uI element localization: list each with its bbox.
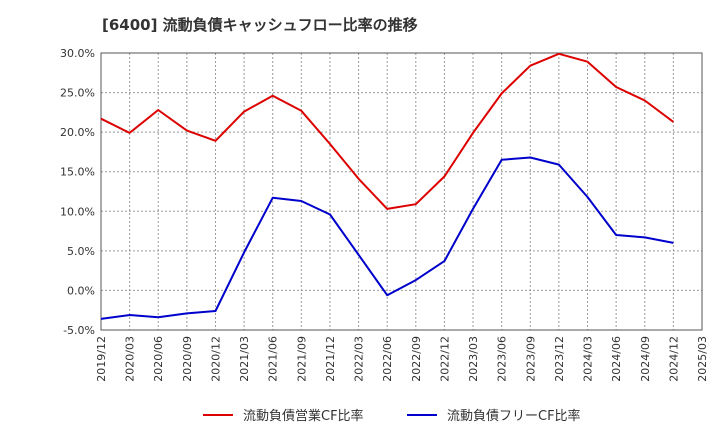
x-tick-label: 2023/03 xyxy=(467,336,480,382)
x-tick-label: 2021/09 xyxy=(295,336,308,382)
x-tick-label: 2024/03 xyxy=(582,336,595,382)
x-tick-label: 2021/12 xyxy=(324,336,337,382)
plot-area xyxy=(101,53,702,330)
y-tick-label: 5.0% xyxy=(67,245,95,258)
chart-title: [6400] 流動負債キャッシュフロー比率の推移 xyxy=(102,16,418,34)
x-tick-label: 2021/03 xyxy=(238,336,251,382)
y-tick-label: 0.0% xyxy=(67,284,95,297)
x-tick-label: 2022/03 xyxy=(353,336,366,382)
x-tick-label: 2024/06 xyxy=(610,336,623,382)
x-tick-label: 2023/12 xyxy=(553,336,566,382)
series-line-1 xyxy=(100,52,674,210)
x-tick-label: 2019/12 xyxy=(95,336,108,382)
y-tick-label: 10.0% xyxy=(60,205,95,218)
y-tick-label: -5.0% xyxy=(63,324,95,337)
legend-label-2: 流動負債フリーCF比率 xyxy=(447,408,581,424)
x-tick-label: 2020/09 xyxy=(181,336,194,382)
x-tick-label: 2024/12 xyxy=(667,336,680,382)
x-tick-label: 2020/12 xyxy=(209,336,222,382)
x-tick-label: 2020/06 xyxy=(152,336,165,382)
series-line-2 xyxy=(100,156,674,320)
y-tick-label: 30.0% xyxy=(60,47,95,60)
x-tick-label: 2023/09 xyxy=(524,336,537,382)
y-tick-label: 25.0% xyxy=(60,87,95,100)
x-tick-label: 2024/09 xyxy=(639,336,652,382)
x-tick-label: 2023/06 xyxy=(496,336,509,382)
x-tick-label: 2022/12 xyxy=(438,336,451,382)
x-tick-label: 2021/06 xyxy=(267,336,280,382)
x-tick-label: 2020/03 xyxy=(124,336,137,382)
y-tick-label: 15.0% xyxy=(60,166,95,179)
legend-label-1: 流動負債営業CF比率 xyxy=(243,408,364,424)
x-tick-label: 2022/09 xyxy=(410,336,423,382)
x-tick-label: 2025/03 xyxy=(696,336,709,382)
x-tick-label: 2022/06 xyxy=(381,336,394,382)
y-tick-label: 20.0% xyxy=(60,126,95,139)
plot-border xyxy=(100,52,703,331)
